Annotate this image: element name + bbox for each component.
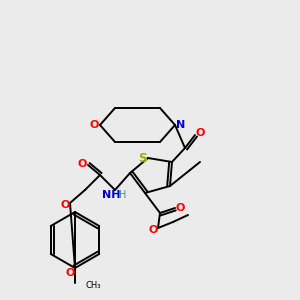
Text: N: N [176,120,186,130]
Text: O: O [89,120,99,130]
Text: O: O [175,203,185,213]
Text: O: O [65,268,75,278]
Text: O: O [195,128,205,138]
Text: O: O [77,159,87,169]
Text: O: O [60,200,70,210]
Text: CH₃: CH₃ [85,280,100,290]
Text: NH: NH [102,190,120,200]
Text: S: S [139,152,148,166]
Text: O: O [148,225,158,235]
Text: H: H [119,190,127,200]
